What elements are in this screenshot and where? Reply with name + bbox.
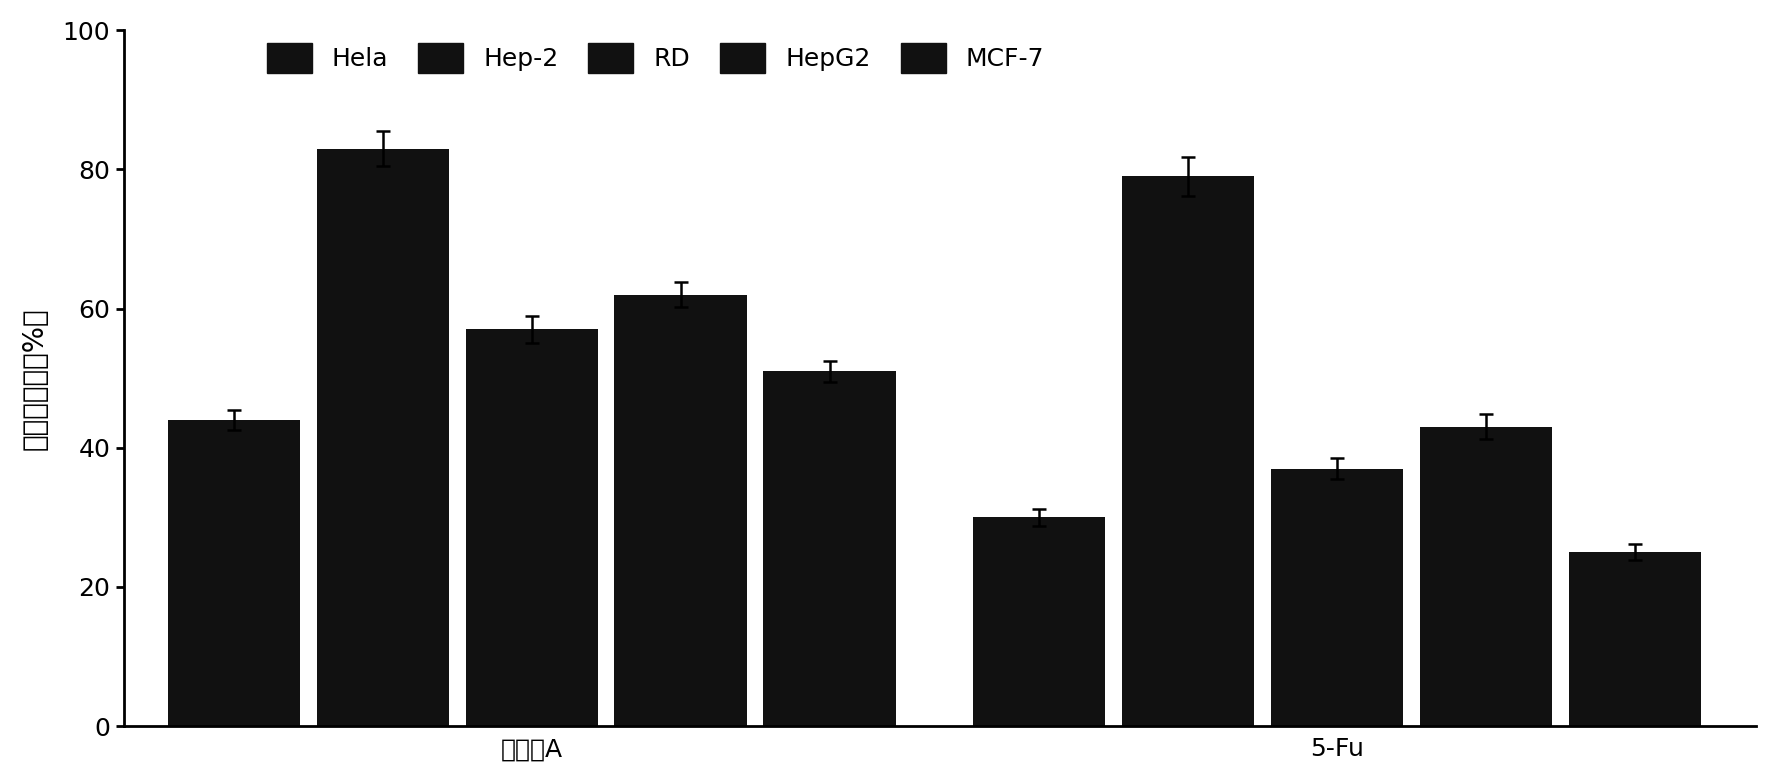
Y-axis label: 活性抑制率（%）: 活性抑制率（%）: [21, 307, 48, 450]
Bar: [1121, 177, 1255, 726]
Bar: [316, 149, 450, 726]
Bar: [1420, 427, 1551, 726]
Bar: [764, 371, 896, 726]
Bar: [167, 420, 300, 726]
Bar: [1271, 468, 1404, 726]
Bar: [1569, 552, 1701, 726]
Bar: [974, 518, 1105, 726]
Bar: [615, 295, 746, 726]
Legend: Hela, Hep-2, RD, HepG2, MCF-7: Hela, Hep-2, RD, HepG2, MCF-7: [267, 43, 1045, 74]
Bar: [466, 329, 597, 726]
